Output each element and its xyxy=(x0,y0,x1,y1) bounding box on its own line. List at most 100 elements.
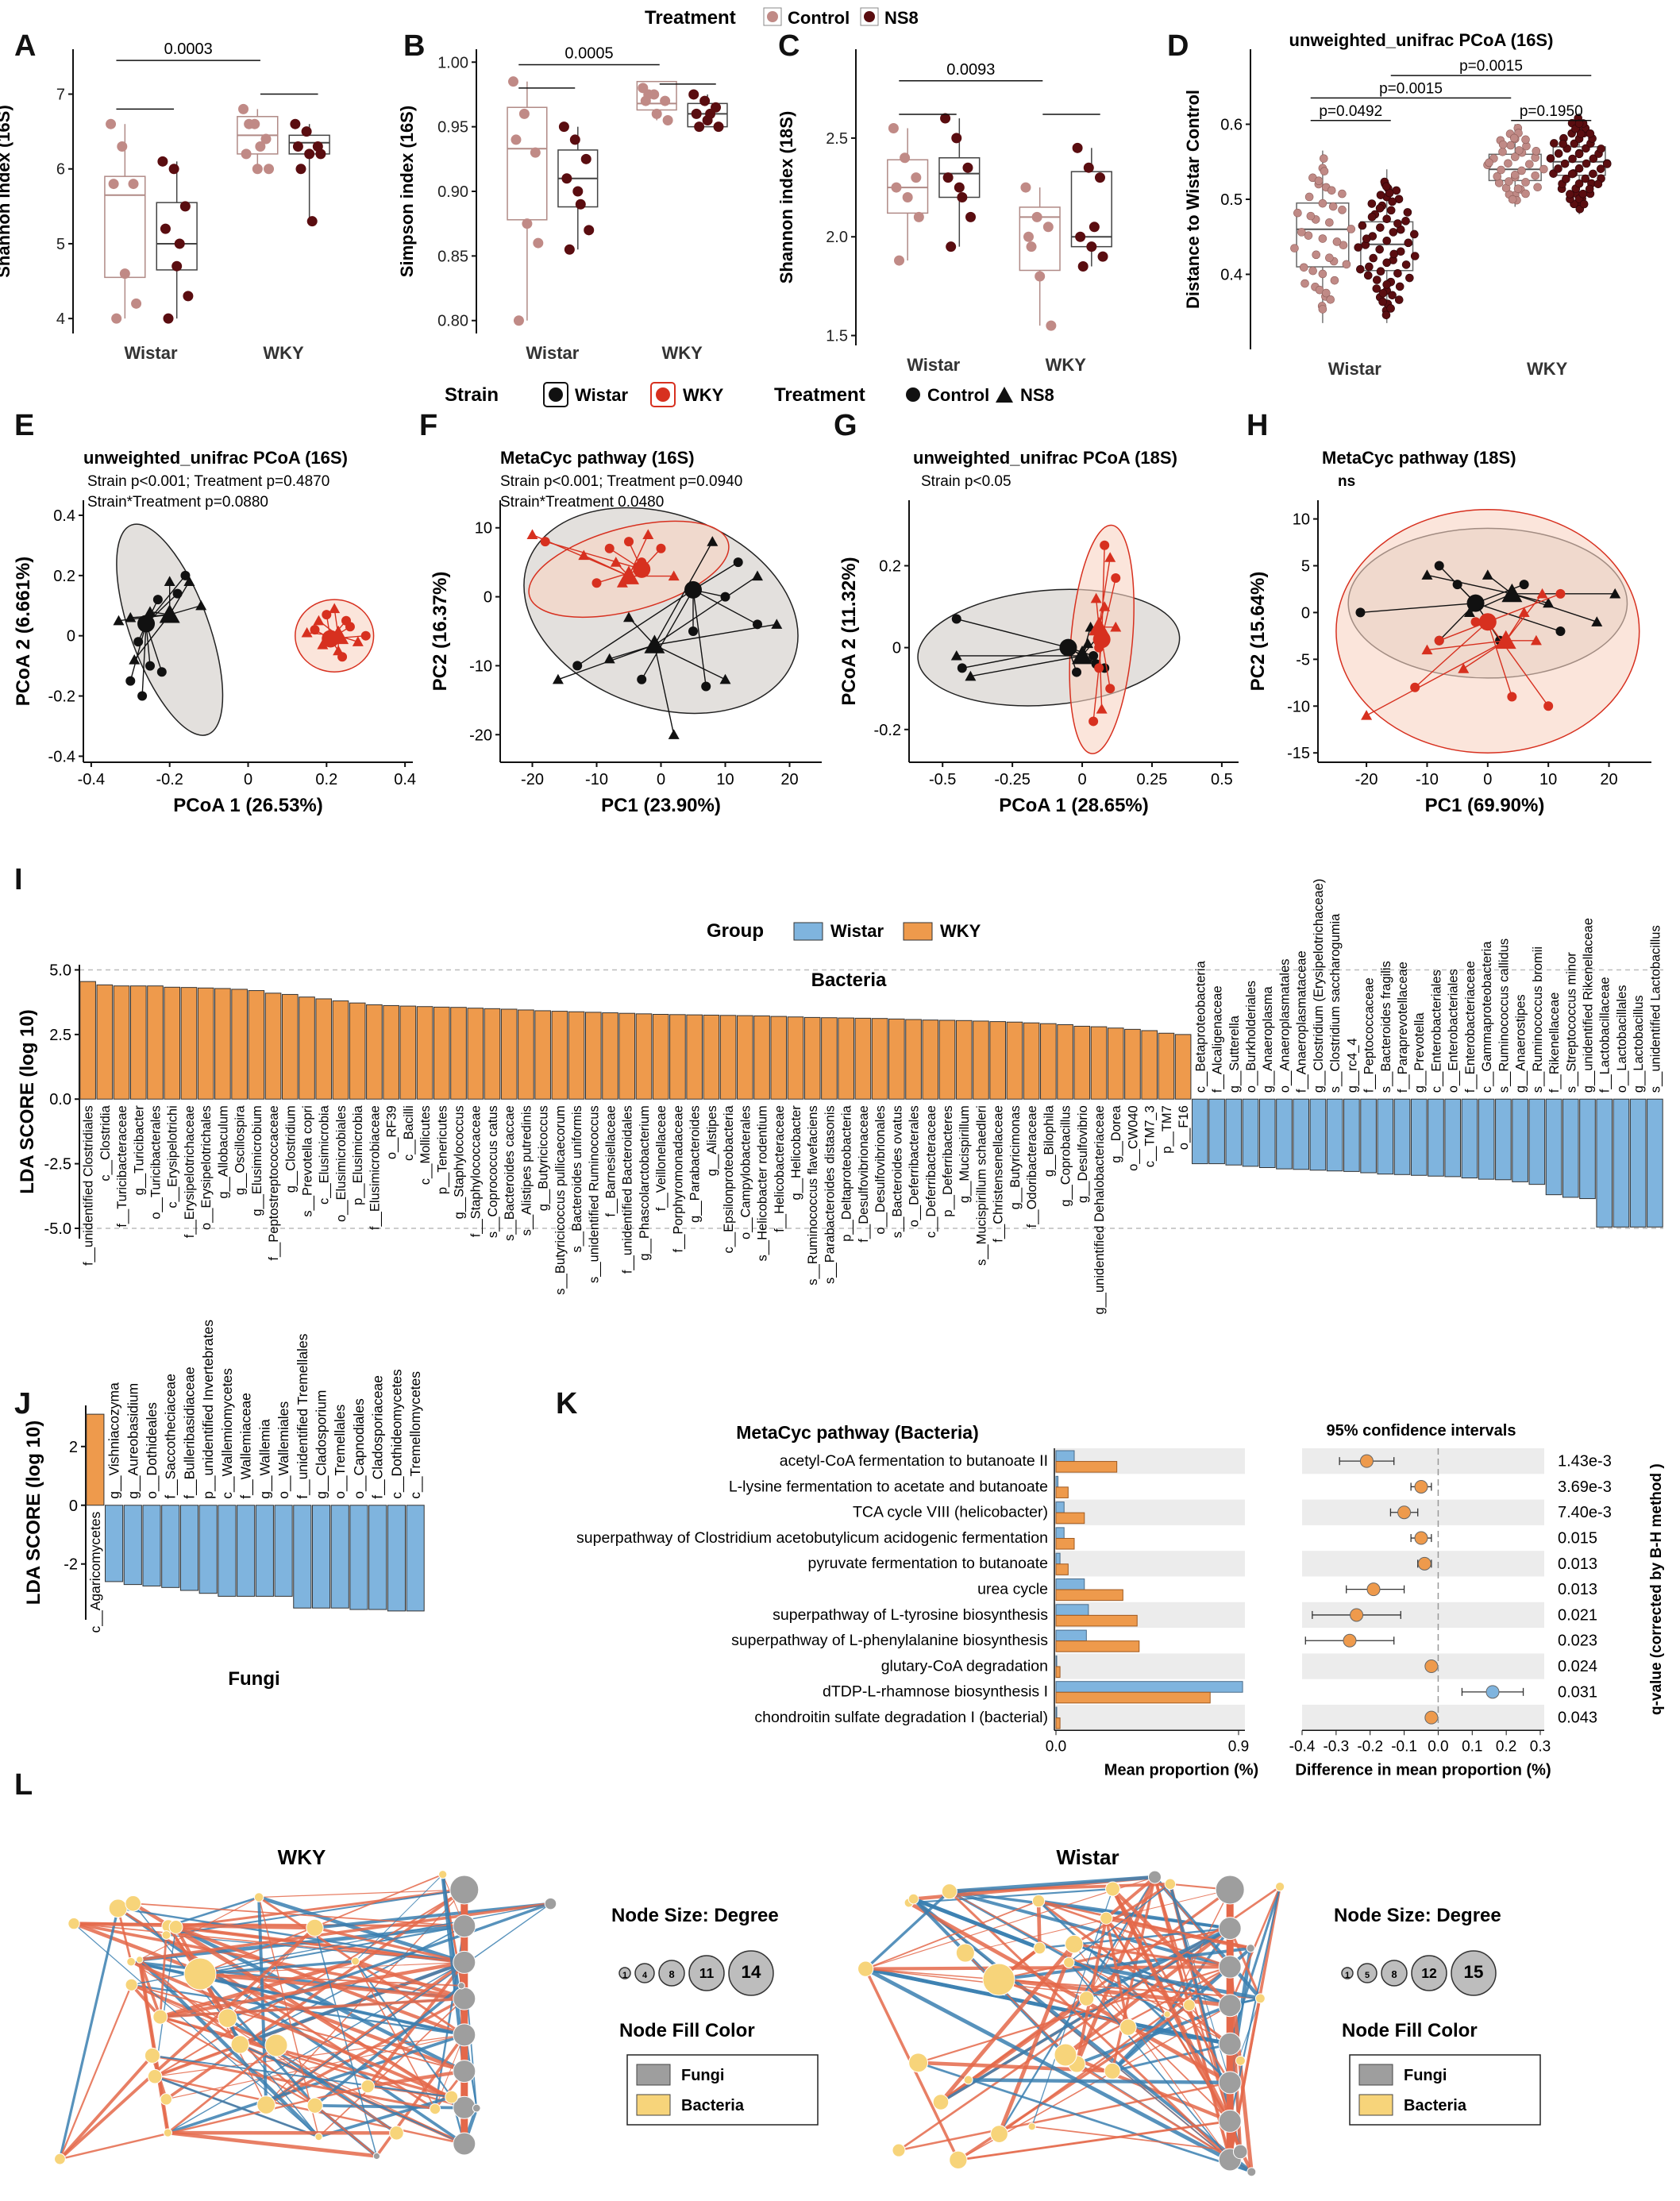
wky-bar-label: o__Elusimicrobiales xyxy=(334,1105,349,1222)
y-tick-label: 7 xyxy=(56,87,65,104)
difference-point xyxy=(1417,1556,1431,1571)
legend-ns8-triangle xyxy=(996,387,1013,403)
spider-line xyxy=(961,646,1069,669)
data-point xyxy=(111,313,122,324)
size-legend-value: 11 xyxy=(699,1965,715,1981)
fungi-node xyxy=(1147,1870,1162,1884)
wistar-bar-label: s__Streptococcus minor xyxy=(1564,952,1578,1093)
q-value: 0.015 xyxy=(1558,1530,1597,1548)
data-point xyxy=(1509,133,1519,143)
data-point xyxy=(117,141,128,152)
spider-line xyxy=(584,554,630,577)
bacteria-node xyxy=(147,2068,163,2084)
data-point xyxy=(1077,261,1089,272)
x-axis-label: PCoA 1 (28.65%) xyxy=(999,795,1149,816)
strain-legend: Strain Wistar WKY Treatment Control NS8 xyxy=(445,382,1054,407)
data-point xyxy=(1046,320,1057,331)
fungi-node xyxy=(453,2132,476,2156)
group-ellipse xyxy=(116,523,224,736)
legend-wky-dot xyxy=(656,387,670,402)
wistar-bar-label: o__Capnodiales xyxy=(351,1398,368,1499)
edge-positive xyxy=(939,1997,1088,2104)
data-point xyxy=(1401,217,1410,225)
data-point xyxy=(183,291,194,302)
data-point xyxy=(951,614,961,624)
legend-bacteria-label: Bacteria xyxy=(1404,2097,1467,2114)
data-point xyxy=(164,576,175,587)
edge-positive xyxy=(1111,1887,1231,2007)
data-point xyxy=(1378,288,1388,298)
data-point xyxy=(315,148,326,160)
wky-bar xyxy=(821,1017,838,1100)
pathway-label: L-lysine fermentation to acetate and but… xyxy=(729,1478,1048,1495)
spider-line xyxy=(628,534,649,576)
wky-bar-label: p__Tenericutes xyxy=(435,1105,449,1194)
data-point xyxy=(688,626,698,636)
x-tick-label: Wistar xyxy=(526,343,579,363)
wky-bar-label: g__Oscillospira xyxy=(233,1104,248,1195)
spider-line xyxy=(653,645,675,735)
wistar-bar xyxy=(274,1505,293,1597)
data-point xyxy=(1094,663,1104,673)
data-point xyxy=(255,141,266,152)
data-point xyxy=(180,570,191,580)
wistar-bar xyxy=(1512,1098,1528,1182)
wky-bar-label: c__Bacilli xyxy=(402,1105,416,1161)
wky-bar-label: g__Mucispirillum xyxy=(958,1105,972,1203)
centroid-ns8 xyxy=(1501,583,1523,603)
wky-bar xyxy=(905,1019,922,1100)
edge-positive xyxy=(318,1998,465,2137)
wistar-bar xyxy=(1055,1578,1085,1590)
group-ellipse xyxy=(1335,509,1640,754)
data-point xyxy=(1543,597,1555,608)
significance-label: 0.0005 xyxy=(564,45,613,63)
edge-positive xyxy=(865,1968,1000,1980)
data-point xyxy=(195,599,207,611)
wistar-bar xyxy=(1360,1098,1377,1174)
bacteria-node xyxy=(54,2153,66,2165)
edge-positive xyxy=(898,1886,1281,2152)
wistar-bar xyxy=(1613,1098,1630,1228)
edge-positive xyxy=(1086,1876,1155,1999)
wistar-bar xyxy=(1192,1098,1208,1165)
x-tick-label: Wistar xyxy=(124,343,177,363)
chart-subtitle: Strain p<0.001; Treatment p=0.0940 xyxy=(500,473,742,490)
data-point xyxy=(1521,135,1530,145)
data-point xyxy=(295,164,306,175)
wky-bar xyxy=(1107,1027,1124,1100)
wky-bar xyxy=(1040,1023,1057,1100)
data-point xyxy=(1376,267,1385,276)
data-point xyxy=(1546,154,1555,163)
data-point xyxy=(1554,149,1563,158)
wistar-bar-label: c__Tremellomycetes xyxy=(407,1371,424,1499)
data-point xyxy=(1579,199,1589,209)
size-legend-title: Node Size: Degree xyxy=(1334,1905,1501,1926)
data-point xyxy=(1338,206,1347,214)
wky-bar xyxy=(753,1015,770,1100)
data-point xyxy=(131,298,142,309)
edge-negative xyxy=(168,1896,260,1927)
wky-bar xyxy=(180,987,198,1100)
wky-bar-label: f__Porphyromonadaceae xyxy=(671,1105,685,1252)
wistar-bar xyxy=(1309,1098,1327,1171)
wky-bar-label: f__Veillonellaceae xyxy=(654,1105,669,1211)
data-point xyxy=(1589,169,1597,179)
wky-bar xyxy=(214,988,231,1100)
data-point xyxy=(1395,282,1404,291)
data-point xyxy=(144,661,155,671)
wky-bar-label: s__Bacteroides ovatus xyxy=(890,1105,904,1238)
data-point xyxy=(526,529,538,540)
wky-bar xyxy=(518,1009,534,1100)
data-point xyxy=(1355,607,1366,618)
data-point xyxy=(1393,268,1402,278)
spider-line xyxy=(1512,593,1597,623)
bacteria-node xyxy=(306,1918,324,1937)
x-tick-label: 0.3 xyxy=(1530,1738,1551,1755)
wky-bar xyxy=(669,1014,686,1100)
data-point xyxy=(1517,166,1526,175)
data-point xyxy=(1376,191,1385,199)
pathway-label: pyruvate fermentation to butanoate xyxy=(808,1555,1048,1572)
wistar-bar xyxy=(1596,1098,1613,1228)
